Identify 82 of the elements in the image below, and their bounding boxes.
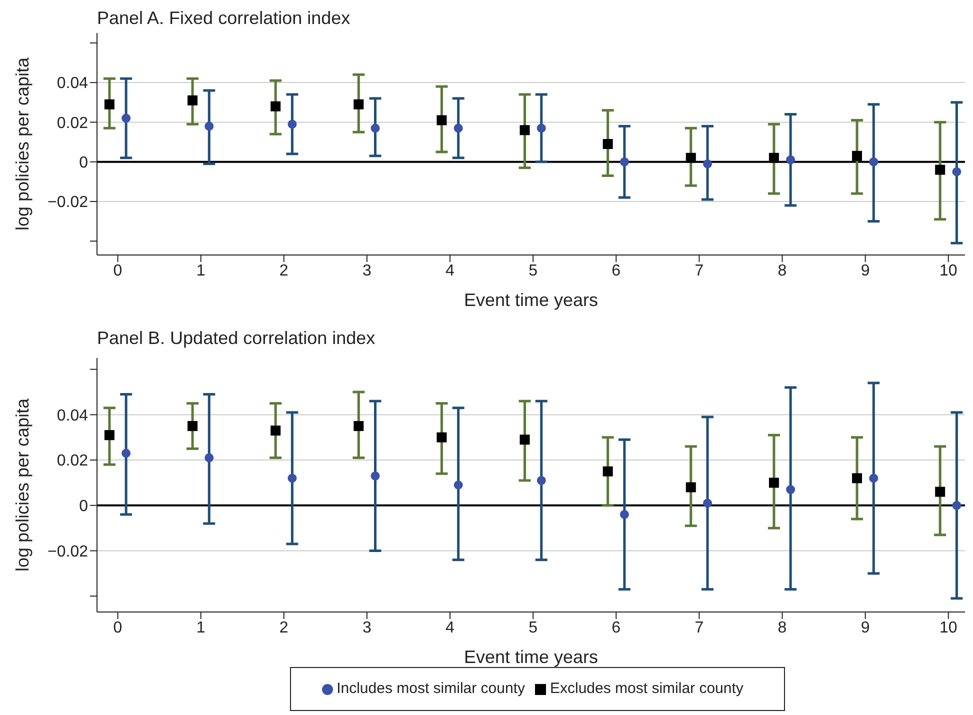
point xyxy=(620,510,629,519)
x-tick-label: 0 xyxy=(113,262,122,280)
chart-title: Panel B. Updated correlation index xyxy=(96,327,376,350)
point xyxy=(935,486,946,497)
x-tick-label: 5 xyxy=(528,619,538,636)
x-tick-label: 4 xyxy=(446,619,455,636)
y-tick-label: 0.02 xyxy=(56,452,88,470)
x-tick-label: 10 xyxy=(939,619,958,636)
point xyxy=(270,101,281,112)
x-tick-label: 1 xyxy=(196,619,206,636)
point xyxy=(520,125,530,136)
point xyxy=(602,466,613,476)
x-tick-label: 4 xyxy=(446,262,455,280)
x-tick-label: 10 xyxy=(939,262,958,280)
point xyxy=(620,157,629,166)
point xyxy=(768,152,779,163)
point xyxy=(686,152,696,163)
point xyxy=(686,482,696,492)
point xyxy=(104,99,114,110)
point xyxy=(869,157,878,166)
legend-label: Excludes most similar county xyxy=(550,680,744,697)
point xyxy=(122,448,131,458)
point xyxy=(188,95,198,106)
point xyxy=(935,164,946,175)
y-tick-label: −0.02 xyxy=(48,543,88,560)
x-tick-label: 8 xyxy=(778,262,787,280)
x-tick-label: 6 xyxy=(612,619,621,636)
point xyxy=(768,478,779,488)
point xyxy=(703,498,712,508)
point xyxy=(952,167,962,176)
x-tick-label: 7 xyxy=(694,619,704,636)
y-tick-label: −0.02 xyxy=(48,194,88,212)
point xyxy=(104,430,114,440)
x-tick-label: 7 xyxy=(694,262,704,280)
x-tick-label: 0 xyxy=(113,619,122,636)
x-tick-label: 6 xyxy=(612,262,621,280)
x-tick-label: 9 xyxy=(860,619,870,636)
point xyxy=(869,474,878,483)
point xyxy=(454,480,463,490)
point xyxy=(204,453,214,462)
x-tick-label: 5 xyxy=(528,262,538,280)
point xyxy=(370,124,380,133)
point xyxy=(536,476,546,485)
point xyxy=(536,124,546,133)
point xyxy=(952,500,962,510)
chart-title: Panel A. Fixed correlation index xyxy=(96,8,352,30)
y-tick-label: 0 xyxy=(79,498,88,516)
point xyxy=(602,139,613,149)
point xyxy=(288,474,297,483)
point xyxy=(436,432,447,442)
point xyxy=(370,471,380,480)
point xyxy=(520,434,530,445)
point xyxy=(786,155,796,164)
y-tick-label: 0 xyxy=(79,154,88,172)
x-tick-label: 3 xyxy=(362,619,372,636)
point xyxy=(703,159,712,168)
y-tick-label: 0.02 xyxy=(56,114,88,132)
x-tick-label: 9 xyxy=(860,262,870,280)
legend-label: Includes most similar county xyxy=(336,680,525,697)
x-tick-label: 1 xyxy=(196,262,206,280)
x-tick-label: 2 xyxy=(279,619,288,636)
y-tick-label: 0.04 xyxy=(56,75,88,92)
y-tick-label: 0.04 xyxy=(56,407,88,424)
point xyxy=(288,120,297,129)
point xyxy=(354,99,364,110)
point xyxy=(204,122,214,131)
point xyxy=(270,426,281,436)
point xyxy=(188,421,198,432)
x-tick-label: 2 xyxy=(279,262,288,280)
point xyxy=(786,485,796,494)
point xyxy=(122,114,131,123)
x-tick-label: 8 xyxy=(778,619,787,636)
x-tick-label: 3 xyxy=(362,262,372,280)
point xyxy=(454,124,463,133)
x-axis-title: Event time years xyxy=(464,290,598,310)
point xyxy=(852,473,862,484)
point xyxy=(436,115,447,126)
point xyxy=(852,150,862,161)
point xyxy=(354,421,364,432)
x-axis-title: Event time years xyxy=(464,647,598,667)
y-axis-title: log policies per capita xyxy=(12,56,32,231)
y-axis-title: log policies per capita xyxy=(12,397,32,572)
